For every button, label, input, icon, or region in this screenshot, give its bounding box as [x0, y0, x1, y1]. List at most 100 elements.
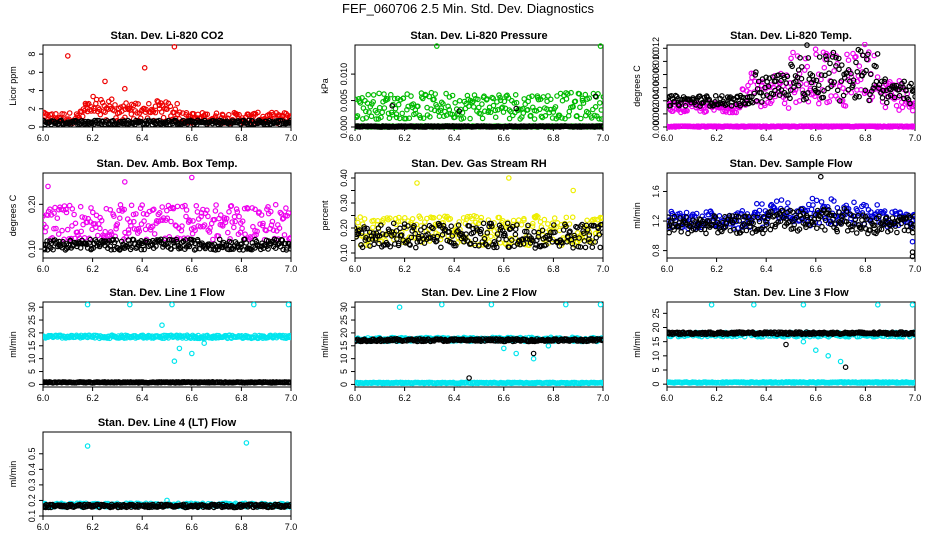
data-point	[159, 204, 166, 210]
x-tick-label: 7.0	[285, 133, 298, 143]
data-point	[856, 93, 862, 100]
data-point	[81, 235, 88, 241]
data-point	[791, 84, 797, 91]
data-point	[82, 215, 88, 221]
data-point	[357, 100, 364, 106]
data-point	[750, 220, 756, 227]
x-tick-label: 6.2	[710, 264, 723, 274]
data-point	[231, 213, 238, 220]
data-point	[883, 99, 890, 106]
data-point	[783, 92, 789, 98]
data-point	[487, 109, 494, 116]
data-point	[55, 231, 62, 237]
data-point	[771, 213, 778, 219]
data-point	[492, 107, 499, 114]
data-point	[378, 222, 384, 229]
points-layer	[667, 173, 915, 260]
data-point	[854, 69, 861, 75]
data-point	[504, 220, 511, 227]
x-tick-label: 7.0	[597, 133, 610, 143]
data-point	[570, 187, 577, 194]
x-tick-label: 6.4	[760, 264, 773, 274]
data-point	[488, 220, 495, 227]
data-point	[61, 111, 67, 117]
data-point	[907, 100, 913, 107]
data-point	[576, 235, 582, 241]
data-point	[374, 109, 380, 116]
data-point	[756, 226, 762, 233]
data-point	[529, 220, 536, 227]
data-point	[142, 109, 149, 116]
data-point	[91, 108, 98, 114]
data-point	[66, 110, 73, 116]
data-point	[374, 233, 381, 239]
data-point	[364, 225, 370, 232]
data-point	[584, 227, 591, 233]
data-point	[796, 226, 803, 233]
data-point	[449, 92, 456, 99]
data-point	[490, 102, 497, 109]
data-point	[703, 108, 710, 115]
data-point	[370, 99, 377, 105]
data-point	[712, 214, 719, 220]
data-point	[415, 233, 422, 240]
data-point	[726, 213, 733, 219]
data-point	[866, 97, 872, 104]
data-point	[395, 242, 402, 249]
data-point	[545, 342, 552, 349]
data-point	[804, 90, 811, 96]
panel-title: Stan. Dev. Gas Stream RH	[411, 158, 547, 170]
data-point	[151, 206, 157, 213]
data-point	[501, 98, 508, 105]
data-point	[362, 108, 369, 115]
data-point	[812, 212, 819, 218]
data-point	[283, 205, 289, 211]
data-point	[123, 100, 129, 106]
data-point	[438, 301, 445, 308]
y-tick-label: 0.010	[339, 63, 349, 86]
y-tick-label: 15	[27, 341, 37, 351]
data-point	[683, 214, 689, 220]
data-point	[734, 230, 740, 237]
data-point	[821, 64, 828, 71]
data-point	[671, 98, 678, 105]
data-point	[785, 105, 792, 111]
data-point	[489, 94, 495, 101]
data-point	[874, 74, 881, 80]
data-point	[861, 220, 868, 227]
data-point	[909, 249, 915, 255]
data-point	[359, 95, 365, 101]
data-point	[831, 79, 838, 85]
data-point	[230, 246, 237, 252]
data-point	[400, 95, 407, 102]
data-point	[394, 95, 401, 102]
data-point	[111, 107, 118, 114]
data-point	[897, 210, 904, 217]
data-point	[576, 91, 583, 97]
data-point	[488, 223, 495, 230]
data-point	[153, 243, 159, 249]
points-layer	[667, 42, 915, 130]
data-point	[401, 215, 408, 221]
data-point	[198, 213, 205, 220]
data-point	[272, 201, 279, 208]
data-point	[787, 95, 793, 102]
data-point	[97, 111, 104, 118]
data-point	[845, 57, 852, 64]
data-point	[287, 234, 291, 241]
x-tick-label: 6.0	[37, 264, 50, 274]
data-point	[600, 94, 603, 100]
data-point	[152, 109, 159, 116]
data-point	[791, 89, 798, 96]
data-point	[269, 218, 276, 225]
data-point	[189, 174, 195, 181]
data-point	[506, 115, 513, 122]
data-point	[711, 213, 718, 219]
data-point	[908, 80, 914, 87]
data-point	[381, 91, 387, 97]
plot-frame	[42, 301, 292, 388]
data-point	[164, 106, 170, 113]
x-tick-label: 6.8	[859, 133, 872, 143]
data-point	[684, 108, 690, 114]
